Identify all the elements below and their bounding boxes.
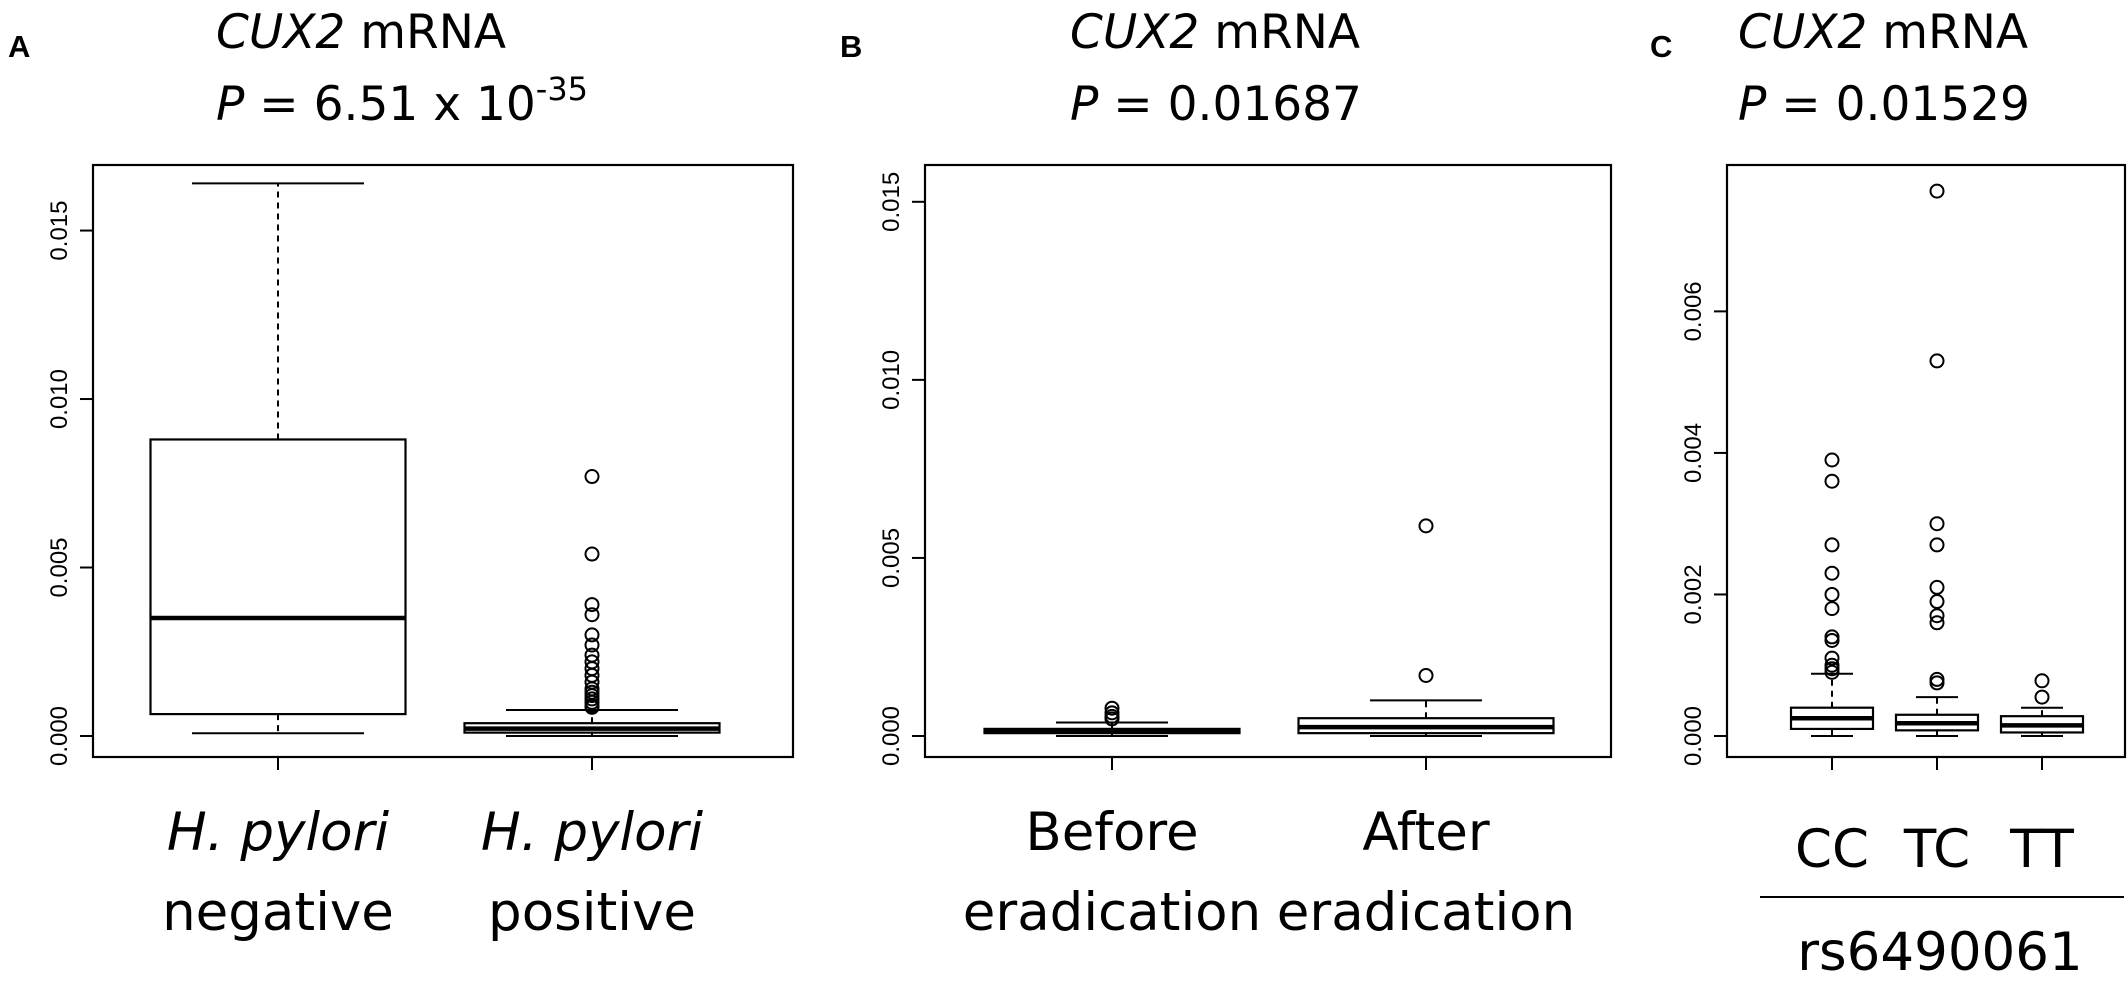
outlier-point: [1929, 353, 1945, 369]
p-value-text: = 0.01687: [1098, 77, 1362, 132]
box-group: Before eradication: [963, 700, 1261, 943]
chart-title: CUX2 mRNA: [1070, 5, 1360, 60]
outlier-point: [584, 597, 600, 613]
category-label: TC: [1903, 819, 1970, 880]
y-tick-label: 0.015: [878, 172, 905, 232]
box-group: CC: [1789, 452, 1875, 880]
title-suffix: mRNA: [1867, 5, 2028, 60]
box-group: TC: [1894, 183, 1980, 880]
chart-title: CUX2 mRNA: [1738, 5, 2028, 60]
outlier-point: [1929, 675, 1945, 691]
outlier-point: [584, 699, 600, 715]
outlier-point: [1824, 473, 1840, 489]
box-group: TT: [1999, 673, 2085, 880]
box-group: After eradication: [1277, 518, 1575, 943]
outlier-point: [1929, 579, 1945, 595]
outlier-point: [584, 627, 600, 643]
panel-a: A CUX2 mRNA P = 6.51 x 10-35 0.000 0.005 0.01…: [8, 5, 795, 943]
outlier-point: [1824, 632, 1840, 648]
outlier-point: [1929, 594, 1945, 610]
y-tick-label: 0.002: [1680, 564, 1707, 624]
outlier-point: [1929, 183, 1945, 199]
outlier-point: [1418, 667, 1434, 683]
p-symbol: P: [1738, 77, 1767, 132]
plot-frame: [91, 163, 795, 759]
x-axis-label: rs6490061: [1797, 922, 2082, 983]
y-tick-label: 0.000: [878, 706, 905, 766]
p-symbol: P: [216, 77, 245, 132]
box-group: H. pylori positive: [463, 469, 721, 943]
outlier-point: [1929, 608, 1945, 624]
p-value-text: = 6.51 x 10: [244, 77, 535, 132]
category-label: After: [1362, 802, 1489, 863]
y-tick-label: 0.015: [46, 201, 73, 261]
outlier-point: [584, 546, 600, 562]
y-tick-label: 0.005: [878, 528, 905, 588]
outlier-point: [1418, 518, 1434, 534]
y-tick-label: 0.000: [46, 706, 73, 766]
gene-name: CUX2: [1738, 5, 1867, 60]
gene-name: CUX2: [1070, 5, 1199, 60]
p-value: P = 6.51 x 10-35: [216, 70, 588, 132]
outlier-point: [1929, 537, 1945, 553]
outlier-point: [2034, 673, 2050, 689]
gene-name: CUX2: [216, 5, 345, 60]
y-tick-label: 0.010: [46, 369, 73, 429]
outlier-point: [1824, 601, 1840, 617]
title-suffix: mRNA: [345, 5, 506, 60]
outlier-point: [2034, 689, 2050, 705]
p-value: P = 0.01687: [1070, 77, 1362, 132]
category-label: TT: [2009, 819, 2074, 880]
panel-c: C CUX2 mRNA P = 0.01529 0.000 0.002 0.004 0.00…: [1650, 5, 2127, 983]
box: [149, 438, 407, 716]
panel-letter: B: [840, 29, 862, 64]
outlier-point: [1824, 537, 1840, 553]
outlier-point: [1104, 700, 1120, 716]
outlier-point: [584, 607, 600, 623]
category-label: Before: [1025, 802, 1198, 863]
p-exponent: -35: [536, 70, 588, 108]
category-label-line2: eradication: [963, 882, 1261, 943]
p-symbol: P: [1070, 77, 1099, 132]
y-tick-label: 0.006: [1680, 281, 1707, 341]
panel-b: B CUX2 mRNA P = 0.01687 0.000 0.005 0.010 0.01…: [840, 5, 1613, 943]
outlier-point: [1824, 452, 1840, 468]
title-suffix: mRNA: [1199, 5, 1360, 60]
plot-frame: [923, 163, 1613, 759]
chart-title: CUX2 mRNA: [216, 5, 506, 60]
outlier-point: [1104, 711, 1120, 727]
outlier-point: [1824, 565, 1840, 581]
outlier-point: [584, 637, 600, 653]
plot-frame: [1725, 163, 2127, 759]
outlier-point: [1824, 664, 1840, 680]
p-value: P = 0.01529: [1738, 77, 2030, 132]
category-label-line2: positive: [488, 882, 696, 943]
box-group: H. pylori negative: [149, 182, 407, 943]
y-tick-label: 0.005: [46, 537, 73, 597]
category-label-line2: negative: [162, 882, 394, 943]
outlier-point: [1824, 586, 1840, 602]
y-tick-label: 0.004: [1680, 423, 1707, 483]
p-value-text: = 0.01529: [1766, 77, 2030, 132]
category-label: H. pylori: [481, 802, 703, 863]
category-label: CC: [1795, 819, 1869, 880]
y-tick-label: 0.000: [1680, 706, 1707, 766]
y-tick-label: 0.010: [878, 350, 905, 410]
outlier-point: [584, 469, 600, 485]
panel-letter: C: [1650, 29, 1672, 64]
outlier-point: [1929, 615, 1945, 631]
outlier-point: [1824, 650, 1840, 666]
outlier-point: [1929, 516, 1945, 532]
category-label-line2: eradication: [1277, 882, 1575, 943]
category-label: H. pylori: [167, 802, 389, 863]
panel-letter: A: [8, 29, 30, 64]
